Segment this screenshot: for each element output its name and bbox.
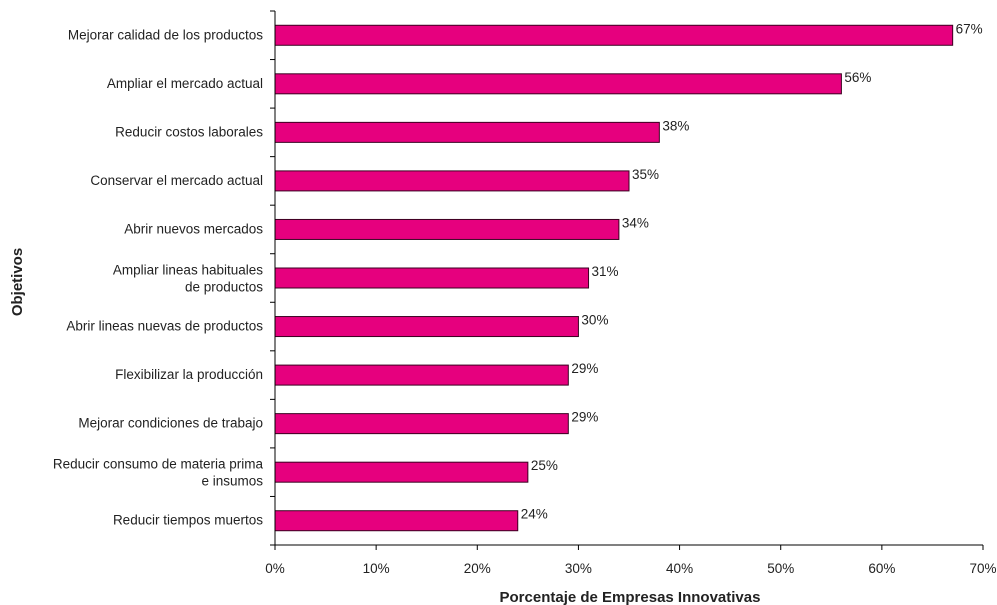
bar <box>274 73 842 95</box>
data-label: 31% <box>592 264 619 279</box>
bar <box>274 413 569 435</box>
bar <box>274 461 529 483</box>
bar <box>274 218 620 240</box>
category-label: Reducir costos laborales <box>115 124 263 139</box>
category-label: Ampliar el mercado actual <box>107 76 263 91</box>
x-tick-label: 0% <box>265 561 285 576</box>
axes-group <box>270 10 984 550</box>
data-labels-group: 67% 56% 38% 35% 34% 31% 30% 29% 29% 25% 24% <box>521 21 983 521</box>
data-label: 29% <box>571 361 598 376</box>
data-label: 56% <box>844 70 871 85</box>
data-label: 30% <box>581 313 608 328</box>
x-tick-label: 70% <box>969 561 996 576</box>
data-label: 67% <box>956 21 983 36</box>
bar <box>274 510 519 532</box>
category-label: Ampliar lineas habituales de productos <box>113 263 263 295</box>
bar <box>274 316 579 338</box>
category-label: Mejorar calidad de los productos <box>68 27 263 42</box>
category-label: Conservar el mercado actual <box>90 173 263 188</box>
category-labels-group: Mejorar calidad de los productos Ampliar … <box>53 27 264 527</box>
x-axis-title: Porcentaje de Empresas Innovativas <box>500 589 761 605</box>
x-tick-label: 20% <box>464 561 491 576</box>
x-tick-label: 30% <box>565 561 592 576</box>
bar <box>274 170 630 192</box>
data-label: 29% <box>571 410 598 425</box>
data-label: 24% <box>521 507 548 522</box>
data-label: 25% <box>531 458 558 473</box>
x-tick-label: 10% <box>363 561 390 576</box>
tick-labels-group: 0% 10% 20% 30% 40% 50% 60% 70% <box>265 561 996 576</box>
category-label: Reducir consumo de materia prima e insumo… <box>53 457 264 489</box>
bar <box>274 24 954 46</box>
x-tick-label: 50% <box>767 561 794 576</box>
category-label: Flexibilizar la producción <box>115 367 263 382</box>
data-label: 38% <box>662 118 689 133</box>
category-label: Reducir tiempos muertos <box>113 513 263 528</box>
data-label: 34% <box>622 215 649 230</box>
bar <box>274 121 660 143</box>
data-label: 35% <box>632 167 659 182</box>
category-label: Abrir lineas nuevas de productos <box>66 319 263 334</box>
x-tick-label: 40% <box>666 561 693 576</box>
category-label: Mejorar condiciones de trabajo <box>78 416 263 431</box>
bar <box>274 364 569 386</box>
x-tick-label: 60% <box>868 561 895 576</box>
y-axis-title: Objetivos <box>9 248 26 316</box>
category-label: Abrir nuevos mercados <box>124 221 263 236</box>
bar <box>274 267 590 289</box>
